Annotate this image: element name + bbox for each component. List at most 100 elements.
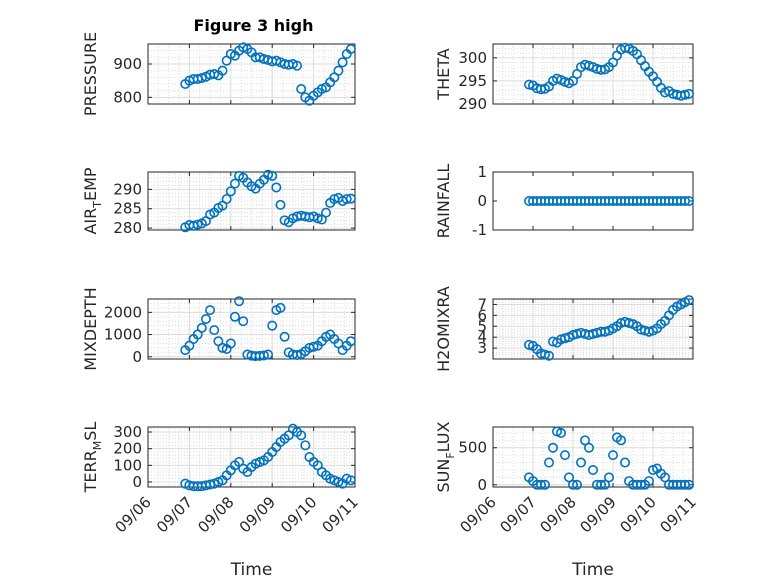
x-tick-label: 09/07	[497, 493, 540, 536]
y-tick-label: 2000	[104, 303, 142, 321]
y-tick-label: 290	[113, 180, 142, 198]
subplot-rainfall: -1 0 1 RAINFALL	[434, 163, 694, 239]
data-point	[599, 479, 610, 490]
data-point	[555, 427, 566, 438]
data-point	[679, 196, 690, 207]
data-point	[619, 457, 630, 468]
data-point	[535, 479, 546, 490]
x-tick-label: 09/08	[537, 493, 580, 536]
data-point	[333, 65, 344, 76]
data-point	[267, 320, 278, 331]
data-point	[543, 350, 554, 361]
data-point	[263, 169, 274, 180]
y-axis-label: PRESSURE	[81, 32, 100, 116]
data-point	[559, 450, 570, 461]
data-point	[683, 196, 694, 207]
data-point	[312, 213, 323, 224]
y-tick-label: 300	[113, 423, 142, 441]
y-tick-label: 100	[113, 456, 142, 474]
data-point	[599, 326, 610, 337]
data-point	[234, 296, 245, 307]
series-sun_flux	[523, 426, 694, 490]
data-point	[209, 69, 220, 80]
data-point	[292, 60, 303, 71]
data-point	[539, 349, 550, 360]
y-axis-label: AIRTEMP	[81, 167, 104, 234]
y-tick-label: 285	[113, 200, 142, 218]
data-point	[587, 464, 598, 475]
y-tick-label: 5	[477, 317, 487, 335]
y-tick-label: 0	[477, 192, 487, 210]
data-point	[221, 194, 232, 205]
y-axis-label: RAINFALL	[434, 164, 453, 239]
data-point	[337, 57, 348, 68]
data-point	[300, 440, 311, 451]
y-tick-label: -1	[472, 221, 487, 239]
data-point	[567, 479, 578, 490]
chart-title: Figure 3 high	[194, 16, 314, 35]
x-tick-label: 09/08	[194, 493, 237, 536]
series-air_temp	[180, 169, 356, 233]
subplot-theta: 290 295 300 THETA	[434, 42, 694, 113]
data-point	[603, 472, 614, 483]
series-h2omixra	[523, 295, 694, 361]
subplot-pressure: 800 900 PRESSURE Figure 3 high	[81, 16, 356, 116]
data-point	[341, 194, 352, 205]
axes-box	[147, 298, 356, 360]
data-point	[296, 84, 307, 95]
data-point	[579, 435, 590, 446]
data-point	[275, 199, 286, 210]
data-point	[192, 219, 203, 230]
x-tick-label: 09/11	[319, 493, 362, 536]
y-tick-label: 7	[477, 295, 487, 313]
y-tick-label: 300	[458, 49, 487, 67]
data-point	[659, 472, 670, 483]
data-point	[345, 43, 356, 54]
data-point	[595, 479, 606, 490]
data-point	[217, 342, 228, 353]
data-point	[563, 472, 574, 483]
data-point	[196, 322, 207, 333]
data-point	[229, 178, 240, 189]
x-tick-label: 09/10	[617, 493, 660, 536]
data-point	[623, 317, 634, 328]
data-point	[547, 442, 558, 453]
data-point	[279, 331, 290, 342]
data-point	[559, 333, 570, 344]
y-axis-label: THETA	[434, 48, 453, 100]
series-rainfall	[523, 196, 694, 207]
x-tick-label: 09/10	[277, 493, 320, 536]
x-tick-label: 09/09	[577, 493, 620, 536]
data-point	[523, 339, 534, 350]
y-tick-label: 0	[477, 476, 487, 494]
y-tick-label: 0	[132, 473, 142, 491]
data-point	[683, 479, 694, 490]
axes-box	[492, 43, 694, 105]
series-theta	[523, 42, 694, 101]
data-point	[643, 476, 654, 487]
data-point	[345, 336, 356, 347]
y-axis-label: H2OMIXRA	[434, 286, 453, 372]
data-point	[196, 73, 207, 84]
axes-box	[492, 298, 694, 360]
x-tick-label: 09/06	[457, 493, 500, 536]
y-tick-label: 6	[477, 306, 487, 324]
data-point	[292, 349, 303, 360]
y-tick-label: 1	[477, 163, 487, 181]
data-point	[539, 479, 550, 490]
data-point	[607, 450, 618, 461]
series-terr_msl	[180, 423, 356, 492]
data-point	[543, 457, 554, 468]
data-point	[271, 182, 282, 193]
y-tick-label: 3	[477, 339, 487, 357]
data-point	[321, 207, 332, 218]
y-tick-label: 200	[113, 440, 142, 458]
series-mixdepth	[180, 296, 356, 362]
axes-box	[147, 43, 356, 105]
grid	[148, 298, 355, 359]
data-point	[200, 313, 211, 324]
